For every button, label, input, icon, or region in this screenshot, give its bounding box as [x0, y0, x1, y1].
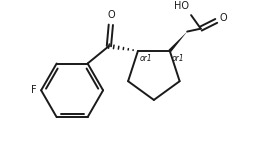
Polygon shape: [169, 32, 187, 52]
Text: F: F: [31, 85, 36, 95]
Text: O: O: [107, 10, 115, 20]
Text: or1: or1: [140, 54, 153, 63]
Text: or1: or1: [172, 54, 184, 63]
Text: O: O: [219, 13, 227, 23]
Text: HO: HO: [174, 1, 189, 11]
